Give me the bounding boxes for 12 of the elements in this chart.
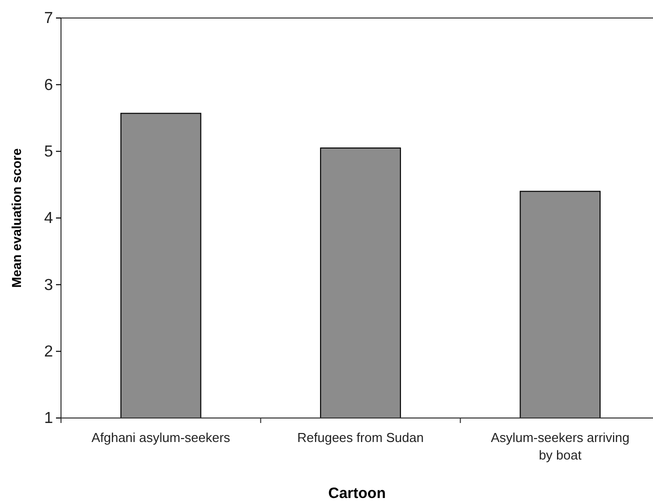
y-tick-label: 6 bbox=[44, 76, 54, 94]
y-tick-label: 7 bbox=[44, 10, 54, 28]
x-axis-title: Cartoon bbox=[328, 485, 386, 502]
x-tick-label: Afghani asylum-seekers bbox=[91, 430, 231, 445]
y-tick-label: 3 bbox=[44, 276, 54, 294]
y-tick-label: 1 bbox=[44, 410, 54, 428]
x-tick-label: Asylum-seekers arriving by boat bbox=[490, 430, 630, 463]
y-axis-title: Mean evaluation score bbox=[9, 148, 24, 288]
y-tick-label: 2 bbox=[44, 343, 54, 360]
y-tick-label: 5 bbox=[44, 143, 54, 160]
y-tick-label: 4 bbox=[44, 210, 54, 228]
x-tick-label: Refugees from Sudan bbox=[297, 430, 424, 445]
